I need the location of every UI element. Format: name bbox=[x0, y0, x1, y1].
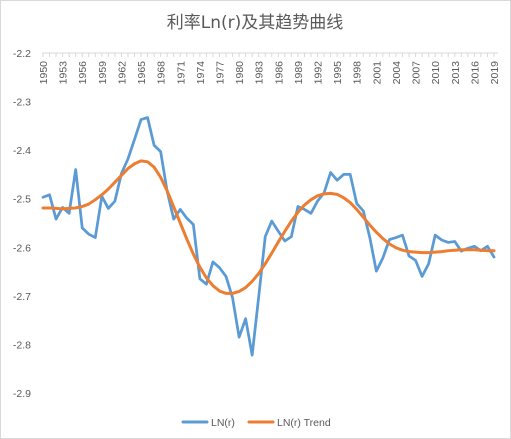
y-tick-label: -2.4 bbox=[13, 145, 31, 157]
x-tick-label: 2013 bbox=[450, 61, 462, 85]
x-tick-label: 1977 bbox=[214, 61, 226, 85]
y-tick-label: -2.7 bbox=[13, 291, 31, 303]
x-tick-label: 1983 bbox=[254, 61, 266, 85]
series-line-ln-r bbox=[41, 116, 496, 357]
x-tick-label: 1956 bbox=[77, 61, 89, 85]
x-tick-label: 1962 bbox=[116, 61, 128, 85]
y-axis-tick-labels: -2.2 -2.3 -2.4 -2.5 -2.6 -2.7 -2.8 -2.9 bbox=[13, 48, 31, 400]
x-tick-label: 2001 bbox=[371, 61, 383, 85]
x-tick-label: 1992 bbox=[313, 61, 325, 85]
x-tick-label: 1989 bbox=[293, 61, 305, 85]
x-tick-label: 1959 bbox=[97, 61, 109, 85]
series-line-ln-r-trend bbox=[41, 159, 496, 295]
x-tick-label: 1998 bbox=[352, 61, 364, 85]
chart-title: 利率Ln(r)及其趋势曲线 bbox=[167, 13, 344, 33]
x-tick-label: 1965 bbox=[136, 61, 148, 85]
x-tick-label: 1950 bbox=[38, 61, 50, 85]
x-tick-label: 1953 bbox=[58, 61, 70, 85]
legend-label: LN(r) bbox=[211, 417, 235, 429]
x-tick-label: 1995 bbox=[332, 61, 344, 85]
plot-series bbox=[41, 116, 496, 357]
y-tick-label: -2.9 bbox=[13, 388, 31, 400]
y-tick-label: -2.6 bbox=[13, 242, 31, 254]
x-tick-label: 2010 bbox=[430, 61, 442, 85]
y-tick-label: -2.3 bbox=[13, 97, 31, 109]
x-tick-label: 2007 bbox=[411, 61, 423, 85]
x-tick-label: 1980 bbox=[234, 61, 246, 85]
x-tick-label: 2019 bbox=[489, 61, 501, 85]
x-tick-label: 2016 bbox=[469, 61, 481, 85]
x-tick-label: 1968 bbox=[156, 61, 168, 85]
x-tick-label: 1986 bbox=[273, 61, 285, 85]
y-tick-label: -2.8 bbox=[13, 339, 31, 351]
y-tick-label: -2.5 bbox=[13, 194, 31, 206]
x-axis-tick-labels: 1950 1953 1956 1959 1962 1965 1968 1971 1974 1977… bbox=[38, 53, 501, 84]
y-tick-label: -2.2 bbox=[13, 48, 31, 60]
x-tick-label: 2004 bbox=[391, 61, 403, 85]
legend: LN(r) LN(r) Trend bbox=[181, 417, 331, 429]
legend-label: LN(r) Trend bbox=[277, 417, 331, 429]
x-tick-label: 1974 bbox=[195, 61, 207, 85]
x-tick-label: 1971 bbox=[175, 61, 187, 85]
